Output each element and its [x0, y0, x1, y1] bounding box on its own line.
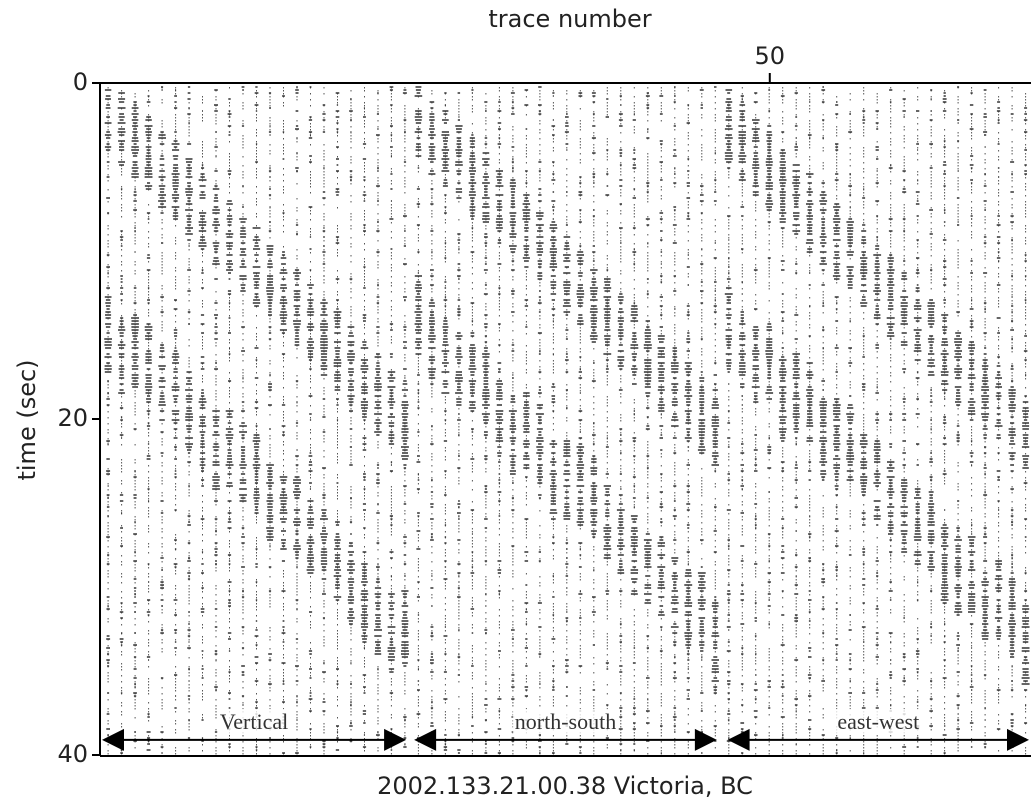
trace-wiggle: [212, 89, 220, 733]
y-tick-label: 40: [57, 740, 88, 768]
trace-wiggle: [225, 98, 234, 748]
trace-wiggle: [401, 89, 409, 748]
trace-wiggle: [266, 92, 274, 739]
trace-wiggle: [293, 86, 301, 754]
segment-arrow: [414, 728, 717, 751]
trace-wiggle: [981, 89, 990, 748]
trace-wiggle: [630, 113, 639, 751]
trace-wiggle: [347, 98, 355, 742]
arrow-head: [1007, 728, 1029, 751]
trace-wiggle: [643, 92, 652, 742]
trace-wiggle: [279, 95, 288, 754]
trace-wiggle: [589, 92, 598, 712]
trace-wiggle: [549, 92, 558, 754]
trace-wiggle: [387, 86, 396, 751]
trace-wiggle: [846, 113, 855, 739]
trace-wiggle: [374, 92, 382, 736]
trace-wiggle: [158, 86, 167, 754]
trace-wiggle: [508, 92, 517, 742]
trace-wiggle: [360, 107, 369, 748]
trace-wiggle: [468, 89, 477, 727]
trace-wiggle: [239, 86, 247, 706]
trace-wiggle: [873, 110, 882, 709]
trace-wiggle: [185, 86, 193, 739]
trace-wiggle: [684, 104, 693, 733]
segment-label: Vertical: [220, 709, 288, 734]
trace-wiggle: [738, 95, 747, 754]
trace-wiggle: [522, 89, 531, 730]
segment-arrow: [102, 728, 407, 751]
trace-wiggle: [455, 92, 463, 754]
trace-wiggle: [751, 92, 760, 736]
trace-wiggle: [441, 92, 450, 751]
arrow-head: [414, 728, 437, 751]
trace-wiggle: [670, 86, 679, 733]
trace-wiggle: [913, 110, 922, 748]
trace-wiggle: [967, 92, 976, 748]
trace-wiggle: [724, 89, 733, 742]
y-tick-label: 20: [57, 404, 88, 432]
trace-wiggle: [697, 89, 706, 754]
trace-wiggle: [657, 95, 666, 754]
arrow-head: [694, 728, 717, 751]
trace-wiggle: [535, 86, 544, 754]
trace-wiggle: [427, 101, 436, 748]
trace-wiggle: [711, 86, 720, 742]
x-tick-label: 50: [755, 42, 786, 70]
trace-wiggle: [198, 110, 207, 742]
trace-wiggle: [320, 104, 328, 748]
trace-wiggle: [1021, 107, 1030, 724]
segment-label: north-south: [515, 709, 616, 734]
trace-wiggle: [131, 101, 139, 742]
trace-wiggle: [927, 89, 936, 727]
trace-wiggle: [414, 86, 423, 739]
trace-wiggle: [603, 98, 612, 739]
trace-wiggle: [819, 86, 828, 736]
label-background: [512, 708, 619, 734]
trace-wiggle: [859, 110, 868, 754]
x-axis-label: trace number: [488, 5, 651, 33]
label-background: [835, 708, 922, 734]
trace-wiggle: [171, 89, 180, 709]
trace-wiggle: [576, 92, 585, 754]
trace-wiggle: [778, 95, 787, 739]
trace-wiggle: [940, 92, 949, 754]
trace-wiggle: [562, 113, 571, 745]
trace-wiggle: [994, 101, 1003, 730]
arrow-head: [102, 728, 124, 751]
arrow-head: [727, 728, 750, 751]
trace-wiggle: [104, 89, 112, 736]
trace-wiggle: [306, 86, 315, 748]
y-tick-label: 0: [73, 68, 88, 96]
trace-texture: [104, 86, 1030, 755]
trace-wiggle: [333, 92, 342, 751]
chart-title: 2002.133.21.00.38 Victoria, BC: [377, 772, 753, 800]
label-background: [217, 708, 291, 734]
trace-wiggle: [616, 95, 625, 751]
trace-wiggle: [765, 89, 774, 709]
trace-wiggle: [900, 98, 909, 748]
trace-wiggle: [495, 101, 504, 754]
trace-wiggle: [792, 92, 801, 745]
trace-wiggle: [832, 101, 841, 754]
trace-wiggle: [117, 92, 126, 754]
trace-wiggle: [144, 95, 153, 751]
segment-arrow: [727, 728, 1029, 751]
segment-label: east-west: [837, 709, 919, 734]
trace-wiggle: [954, 86, 963, 730]
trace-wiggle: [886, 89, 895, 733]
trace-wiggle: [252, 86, 261, 751]
y-axis-label: time (sec): [13, 359, 41, 480]
arrow-head: [384, 728, 407, 751]
trace-wiggle: [805, 101, 814, 730]
trace-wiggle: [481, 101, 490, 754]
trace-wiggle: [1008, 113, 1016, 748]
